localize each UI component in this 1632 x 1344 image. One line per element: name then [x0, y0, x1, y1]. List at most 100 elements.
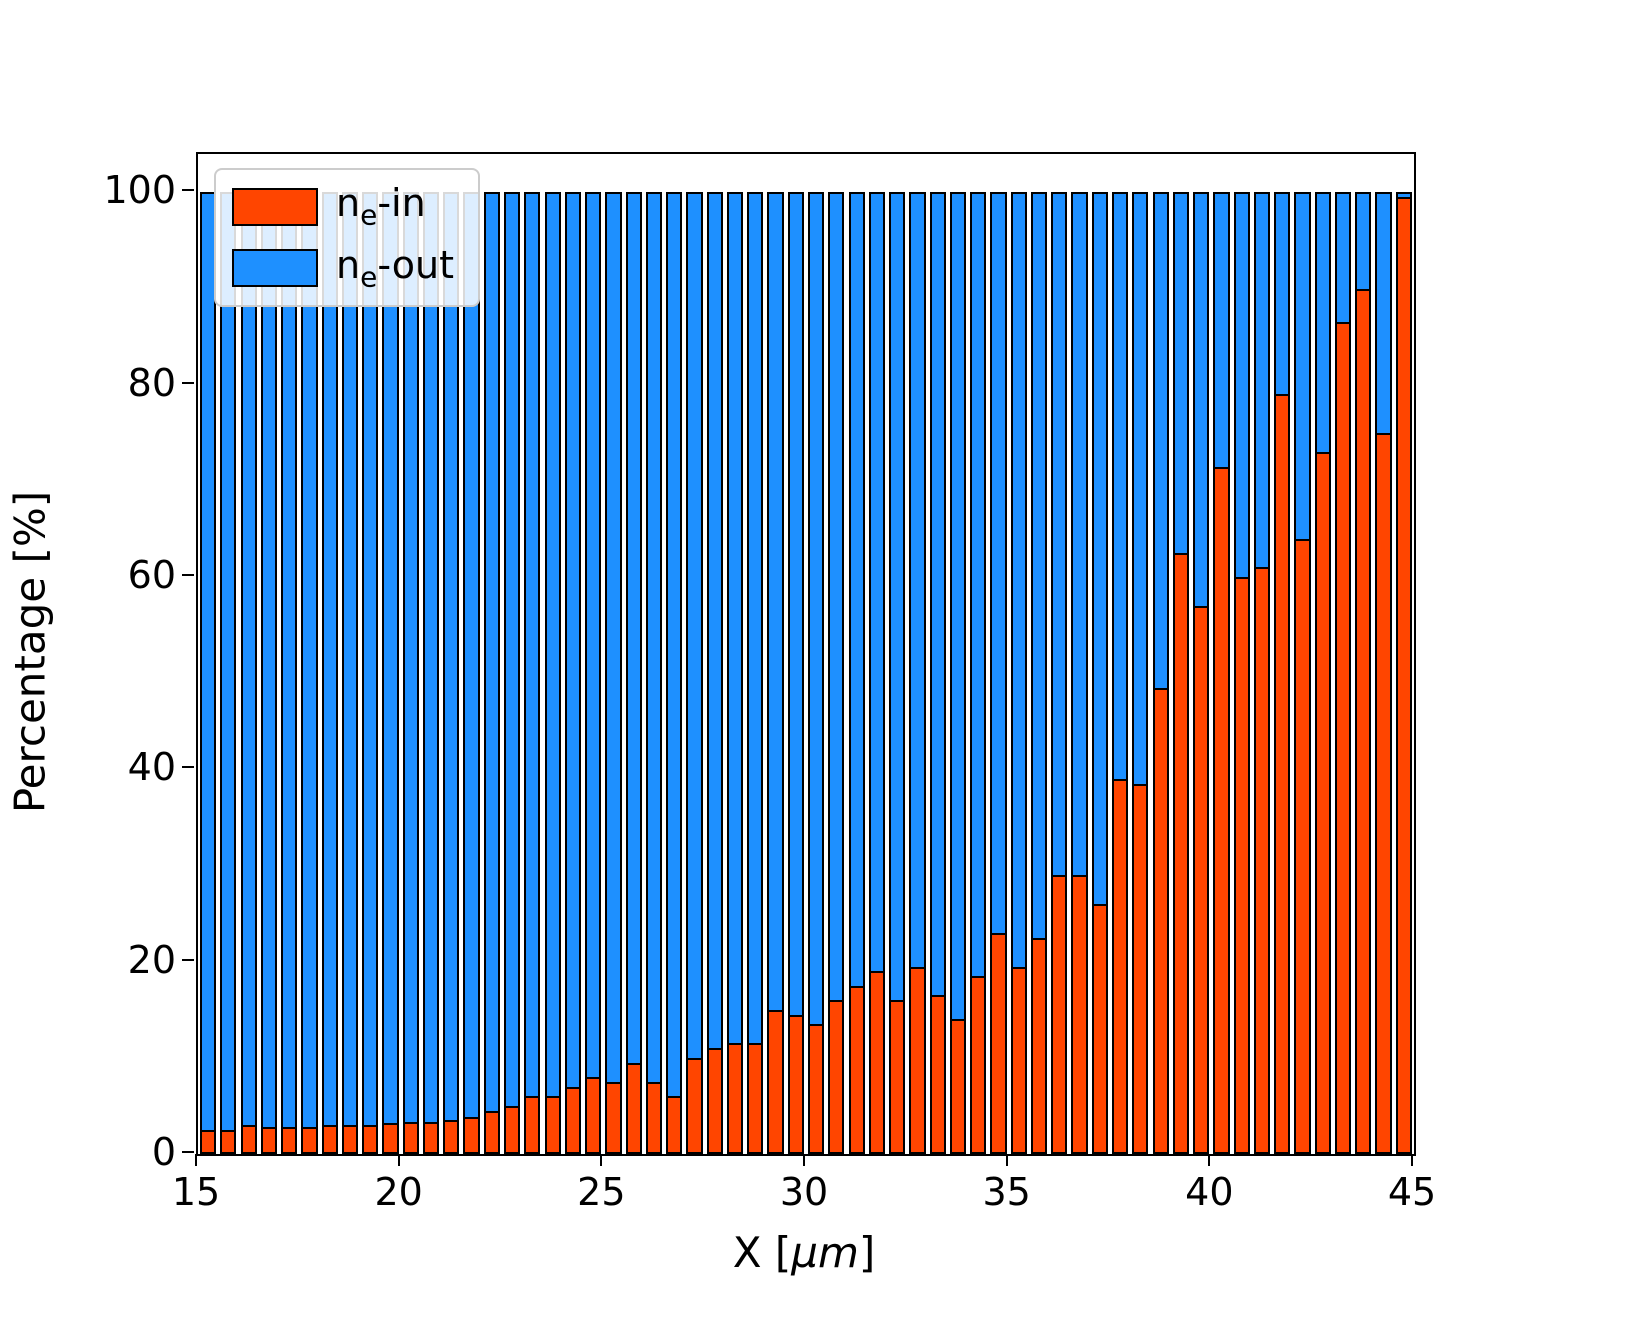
bar-segment-ne-in: [200, 1129, 217, 1154]
bar: [1395, 192, 1412, 1154]
bar-segment-ne-in: [544, 1096, 561, 1154]
y-tick-label: 20: [127, 937, 176, 982]
bar: [1253, 192, 1271, 1154]
x-tick: [397, 1154, 400, 1166]
bar-segment-ne-out: [787, 192, 804, 1015]
bar-segment-ne-in: [1051, 875, 1068, 1154]
bar: [1132, 192, 1149, 1154]
bar-segment-ne-out: [1375, 192, 1392, 433]
bar-segment-ne-out: [585, 192, 602, 1078]
bar-segment-ne-in: [1172, 553, 1190, 1154]
y-tick-label: 40: [127, 745, 176, 790]
bar-segment-ne-out: [1030, 192, 1048, 938]
bar-segment-ne-in: [382, 1123, 399, 1154]
bar: [260, 192, 278, 1154]
x-tick: [1005, 1154, 1008, 1166]
bar-segment-ne-out: [767, 192, 784, 1010]
bar: [1274, 192, 1291, 1154]
bar-segment-ne-in: [889, 1000, 906, 1154]
bar-segment-ne-out: [483, 192, 500, 1111]
bar-segment-ne-in: [828, 1000, 845, 1154]
bar-segment-ne-out: [544, 192, 561, 1097]
x-tick-label: 45: [1387, 1170, 1437, 1214]
bar-segment-ne-in: [443, 1120, 460, 1154]
bar: [848, 192, 865, 1154]
bar-segment-ne-in: [524, 1096, 541, 1154]
bar-segment-ne-out: [645, 192, 663, 1082]
bar-segment-ne-out: [808, 192, 825, 1025]
bar: [341, 192, 359, 1154]
bar-segment-ne-out: [1112, 192, 1129, 779]
bar-segment-ne-in: [666, 1096, 683, 1154]
bar-segment-ne-out: [970, 192, 987, 977]
y-tick: [182, 766, 194, 769]
y-tick-label: 100: [103, 168, 176, 213]
bar-segment-ne-in: [281, 1127, 298, 1154]
bar: [645, 192, 663, 1154]
bar-segment-ne-in: [402, 1122, 419, 1154]
bar-segment-ne-in: [1193, 605, 1210, 1154]
bar-segment-ne-out: [1355, 192, 1372, 289]
bar-segment-ne-in: [240, 1125, 257, 1154]
bar-segment-ne-out: [828, 192, 845, 1001]
bar: [504, 192, 521, 1154]
bar: [200, 192, 217, 1154]
bar-segment-ne-in: [1030, 937, 1048, 1154]
y-tick-label: 0: [151, 1130, 176, 1174]
bar-segment-ne-out: [1253, 192, 1271, 568]
bar-segment-ne-in: [747, 1043, 764, 1154]
bars-container: [198, 154, 1414, 1154]
bar-segment-ne-in: [1294, 538, 1311, 1154]
y-tick: [182, 1151, 194, 1153]
bar: [524, 192, 541, 1154]
y-tick: [182, 189, 194, 192]
bar-segment-ne-out: [605, 192, 622, 1082]
bar-segment-ne-in: [220, 1129, 237, 1154]
bar: [1071, 192, 1088, 1154]
bar: [220, 192, 237, 1154]
bar-segment-ne-in: [1334, 322, 1352, 1154]
bar-segment-ne-in: [301, 1127, 318, 1154]
bar: [402, 192, 419, 1154]
bar: [1233, 192, 1250, 1154]
bar: [1213, 192, 1230, 1154]
bar-segment-ne-in: [787, 1014, 804, 1154]
bar: [1314, 192, 1331, 1154]
bar: [585, 192, 602, 1154]
bar-segment-ne-out: [666, 192, 683, 1097]
bar: [281, 192, 298, 1154]
x-tick: [803, 1154, 805, 1166]
bar: [1152, 192, 1169, 1154]
bar-segment-ne-in: [686, 1057, 703, 1154]
bar-segment-ne-out: [1132, 192, 1149, 784]
bar: [990, 192, 1007, 1154]
y-tick: [182, 574, 194, 577]
x-tick: [600, 1154, 603, 1166]
bar-segment-ne-in: [909, 966, 926, 1154]
x-tick-label: 30: [779, 1170, 829, 1214]
bar-segment-ne-in: [1132, 783, 1149, 1154]
bar-segment-ne-out: [625, 192, 642, 1063]
bar-segment-ne-out: [990, 192, 1007, 933]
legend-swatch-ne-in-icon: [232, 187, 318, 226]
bar-segment-ne-in: [970, 976, 987, 1154]
bar-segment-ne-in: [1355, 288, 1372, 1154]
bar-segment-ne-in: [645, 1081, 663, 1154]
bar: [1334, 192, 1352, 1154]
bar: [889, 192, 906, 1154]
bar: [625, 192, 642, 1154]
bar-segment-ne-out: [1314, 192, 1331, 453]
y-tick: [182, 381, 194, 384]
bar: [767, 192, 784, 1154]
x-tick-label: 20: [374, 1170, 423, 1214]
plot-area: ne-in ne-out: [196, 152, 1416, 1156]
bar: [747, 192, 764, 1154]
bar: [301, 192, 318, 1154]
bar-segment-ne-out: [1071, 192, 1088, 876]
bar-segment-ne-in: [605, 1081, 622, 1154]
bar-segment-ne-out: [1334, 192, 1352, 323]
bar-segment-ne-in: [848, 985, 865, 1154]
bar: [605, 192, 622, 1154]
